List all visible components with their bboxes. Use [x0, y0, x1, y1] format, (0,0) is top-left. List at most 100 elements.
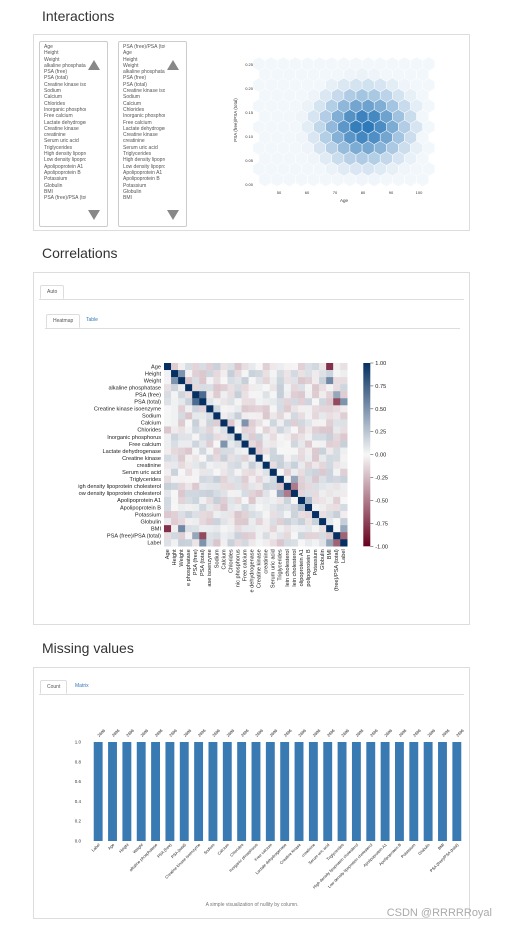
nullity-bar: [438, 742, 447, 841]
variable-option[interactable]: Lactate dehydrogenase: [44, 119, 86, 126]
variable-option[interactable]: Creatine kinase: [123, 132, 158, 139]
variable-option[interactable]: creatinine: [123, 138, 145, 145]
bar-count-label: 2696: [326, 727, 336, 737]
variable-option[interactable]: Globulin: [123, 188, 142, 195]
tab-heatmap[interactable]: Heatmap: [46, 314, 81, 328]
heatmap-cell: [192, 377, 200, 385]
heatmap-cell: [283, 384, 292, 392]
variable-option[interactable]: Low density lipoprotein cholesterol: [123, 163, 165, 170]
scroll-down-icon[interactable]: [167, 210, 179, 220]
variable-option[interactable]: Age: [44, 44, 53, 50]
missing-values-heading: Missing values: [42, 640, 134, 656]
variable-option[interactable]: BMI: [44, 188, 53, 195]
variable-option[interactable]: PSA (free): [44, 69, 68, 76]
tab-count[interactable]: Count: [40, 680, 68, 694]
variable-option[interactable]: Creatine kinase isoenzyme: [123, 88, 165, 95]
heatmap-cell: [297, 405, 306, 413]
colorbar-tick-label: -0.50: [375, 498, 388, 504]
variable-option[interactable]: Potassium: [44, 176, 68, 183]
heatmap-cell: [192, 384, 200, 392]
variable-option[interactable]: Age: [123, 50, 132, 57]
heatmap-cell: [276, 377, 285, 385]
tab-auto[interactable]: Auto: [40, 285, 65, 299]
variable-option[interactable]: High density lipoprotein cholesterol: [44, 151, 86, 158]
heatmap-cell: [192, 482, 200, 491]
heatmap-cell: [290, 398, 299, 406]
heatmap-cell: [178, 405, 186, 413]
variable-option[interactable]: Lactate dehydrogenase: [123, 125, 165, 132]
heatmap-col-label: Potassium: [313, 549, 319, 575]
heatmap-cell: [213, 489, 221, 498]
variable-option[interactable]: Apolipoprotein A1: [123, 169, 163, 176]
heatmap-cell: [220, 539, 228, 547]
bar-count-label: 2696: [312, 727, 322, 737]
heatmap-cell: [213, 398, 221, 406]
heatmap-cell: [185, 405, 193, 413]
variable-option[interactable]: Triglycerides: [123, 151, 152, 158]
scroll-up-icon[interactable]: [88, 60, 100, 70]
scroll-down-icon[interactable]: [88, 210, 100, 220]
variable-option[interactable]: Free calcium: [123, 119, 152, 126]
variable-option[interactable]: Creatine kinase: [44, 125, 79, 132]
heatmap-col-label: PSA (free): [193, 549, 199, 575]
heatmap-cell: [192, 468, 200, 476]
variable-option[interactable]: Weight: [44, 56, 60, 63]
variable-option[interactable]: Sodium: [44, 88, 61, 95]
variable-option[interactable]: Inorganic phosphorus: [44, 106, 86, 113]
scroll-up-icon[interactable]: [167, 60, 179, 70]
variable-option[interactable]: Chlorides: [123, 106, 145, 113]
heatmap-cell: [305, 468, 313, 476]
heatmap-cell: [185, 468, 193, 476]
variable-option[interactable]: Calcium: [44, 94, 63, 101]
variable-option[interactable]: Low density lipoprotein cholesterol: [44, 157, 86, 164]
variable-option[interactable]: PSA (free)/PSA (total): [44, 195, 86, 202]
heatmap-cell: [206, 398, 214, 406]
heatmap-cell: [283, 496, 292, 505]
variable-option[interactable]: Serum uric acid: [44, 138, 79, 145]
heatmap-cell: [269, 511, 277, 519]
heatmap-cell: [333, 426, 341, 434]
heatmap-cell: [255, 482, 263, 491]
variable-option[interactable]: PSA (total): [123, 81, 147, 88]
variable-option[interactable]: Height: [123, 56, 138, 63]
heatmap-cell: [171, 504, 179, 512]
variable-option[interactable]: Apolipoprotein B: [123, 176, 160, 183]
variable-option[interactable]: Weight: [123, 62, 139, 69]
variable-option[interactable]: Triglycerides: [44, 144, 73, 151]
variable-option[interactable]: Sodium: [123, 94, 140, 101]
heatmap-cell: [248, 398, 256, 406]
y-variable-list[interactable]: PSA (free)/PSA (total)AgeHeightWeightalk…: [118, 41, 187, 227]
variable-option[interactable]: Chlorides: [44, 100, 66, 107]
bar-category-label: Label: [90, 842, 101, 853]
variable-option[interactable]: High density lipoprotein cholesterol: [123, 157, 165, 164]
tab-matrix[interactable]: Matrix: [75, 683, 89, 689]
variable-option[interactable]: Potassium: [123, 182, 147, 189]
heatmap-cell: [319, 433, 327, 441]
tab-table[interactable]: Table: [86, 317, 98, 323]
variable-option[interactable]: Globulin: [44, 182, 63, 189]
variable-option[interactable]: Free calcium: [44, 113, 73, 120]
variable-option[interactable]: Serum uric acid: [123, 144, 158, 151]
interactions-heading: Interactions: [42, 8, 115, 24]
variable-option[interactable]: BMI: [123, 195, 132, 202]
heatmap-cell: [305, 405, 313, 413]
variable-option[interactable]: alkaline phosphatase: [123, 69, 165, 76]
heatmap-cell: [262, 454, 270, 462]
variable-option[interactable]: alkaline phosphatase: [44, 62, 86, 69]
variable-option[interactable]: PSA (free)/PSA (total): [123, 44, 165, 50]
variable-option[interactable]: Height: [44, 50, 59, 57]
heatmap-cell: [290, 440, 299, 448]
heatmap-cell: [262, 532, 270, 540]
heatmap-cell: [206, 504, 214, 512]
variable-option[interactable]: Inorganic phosphorus: [123, 113, 165, 120]
variable-option[interactable]: Apolipoprotein B: [44, 169, 81, 176]
variable-option[interactable]: Calcium: [123, 100, 142, 107]
variable-option[interactable]: PSA (free): [123, 75, 147, 82]
heatmap-cell: [199, 518, 207, 526]
variable-option[interactable]: Apolipoprotein A1: [44, 163, 84, 170]
variable-option[interactable]: Creatine kinase isoenzyme: [44, 81, 86, 88]
variable-option[interactable]: creatinine: [44, 132, 66, 139]
variable-option[interactable]: PSA (total): [44, 75, 68, 82]
heatmap-cell: [297, 504, 306, 512]
